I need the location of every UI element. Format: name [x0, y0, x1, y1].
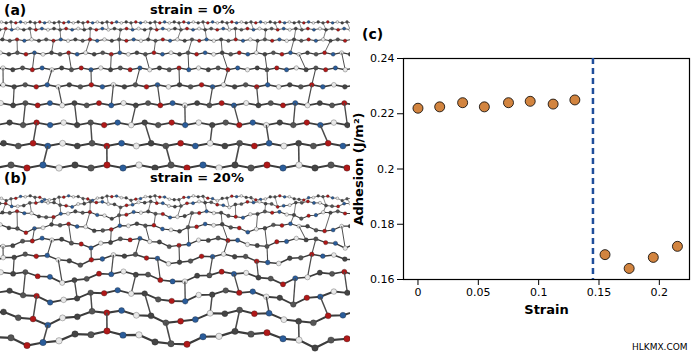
svg-text:Adhesion (J/m²): Adhesion (J/m²)	[351, 112, 366, 225]
svg-text:0.05: 0.05	[466, 286, 491, 299]
svg-text:0.15: 0.15	[587, 286, 612, 299]
html-text:(b): (b)	[4, 170, 27, 186]
svg-text:0.18: 0.18	[370, 218, 395, 231]
svg-text:Strain: Strain	[524, 302, 568, 317]
svg-text:0.2: 0.2	[651, 286, 669, 299]
svg-text:0.1: 0.1	[530, 286, 548, 299]
html-text:HLKMX.COM: HLKMX.COM	[632, 342, 688, 352]
html-text:(a): (a)	[4, 2, 27, 18]
html-text:(c): (c)	[362, 26, 384, 42]
html-text:strain = 20%: strain = 20%	[150, 170, 244, 185]
html-text:strain = 0%: strain = 0%	[150, 2, 235, 17]
svg-text:0: 0	[414, 286, 421, 299]
svg-text:0.16: 0.16	[370, 273, 395, 286]
svg-text:0.24: 0.24	[370, 52, 395, 65]
svg-text:0.2: 0.2	[377, 163, 395, 176]
svg-text:0.22: 0.22	[370, 107, 395, 120]
